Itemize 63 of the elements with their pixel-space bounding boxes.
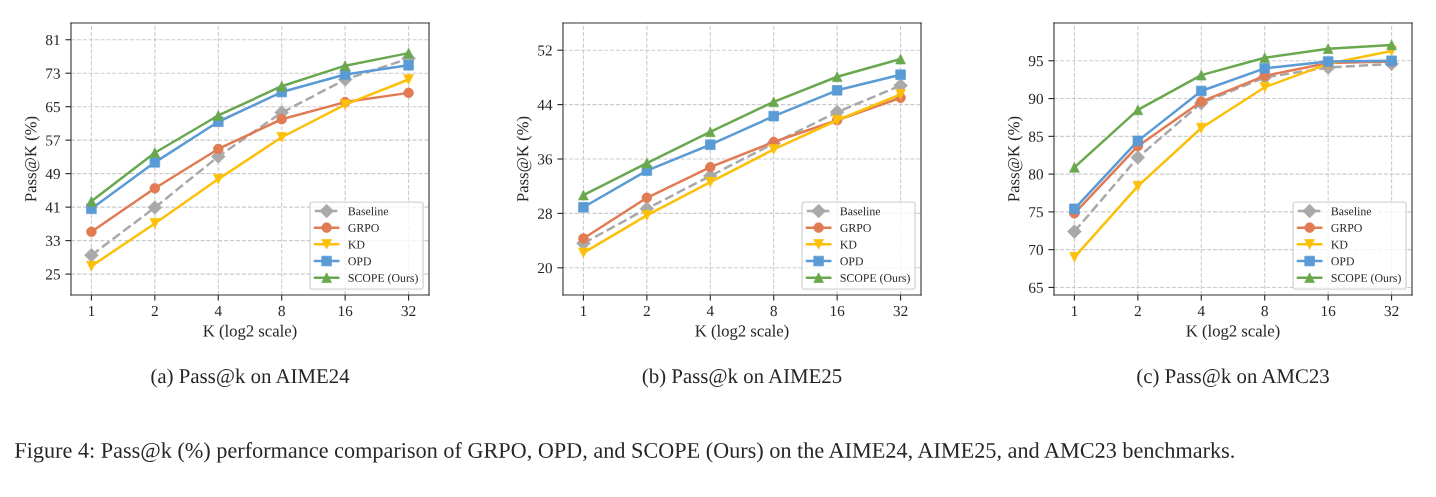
y-axis-title: Pass@K (%)	[516, 116, 532, 202]
y-tick-label: 80	[1028, 169, 1043, 180]
x-tick-label: 4	[214, 305, 222, 317]
x-tick-label: 1	[88, 305, 95, 317]
legend-label: OPD	[840, 257, 864, 266]
legend-label: KD	[840, 240, 857, 249]
caption: Figure 4: Pass@k (%) performance comparison of GRPO, OPD, and SCOPE (Ours) on the AIME24, AIME25, and AMC23 benchmarks.	[15, 442, 1234, 463]
y-tick-label: 41	[45, 202, 60, 213]
x-tick-label: 8	[770, 305, 777, 317]
legend-label: GRPO	[348, 224, 379, 232]
text: (c) Pass@k on AMC23	[1137, 368, 1329, 388]
y-tick-label: 25	[45, 269, 60, 280]
y-tick-label: 90	[1028, 93, 1043, 105]
y-tick-label: 65	[45, 101, 60, 113]
y-tick-label: 28	[537, 208, 552, 219]
y-tick-label: 81	[45, 34, 60, 46]
x-tick-label: 32	[401, 305, 416, 317]
legend-label: KD	[1331, 240, 1348, 249]
y-tick-label: 44	[537, 99, 553, 110]
legend-label: SCOPE (Ours)	[1331, 273, 1401, 285]
legend-label: SCOPE (Ours)	[840, 273, 910, 285]
x-tick-label: 8	[1261, 305, 1268, 317]
x-tick-label: 4	[1197, 305, 1205, 317]
y-tick-label: 75	[1029, 207, 1043, 218]
legend-label: Baseline	[1331, 206, 1372, 216]
y-tick-label: 65	[1028, 282, 1043, 293]
y-tick-label: 49	[45, 168, 60, 180]
y-tick-label: 52	[538, 45, 552, 56]
legend-label: SCOPE (Ours)	[348, 273, 418, 285]
y-tick-label: 20	[537, 262, 552, 274]
x-tick-label: 16	[830, 305, 845, 317]
x-tick-label: 2	[643, 305, 650, 317]
y-tick-label: 95	[1028, 55, 1043, 67]
legend-label: Baseline	[840, 206, 881, 216]
y-tick-label: 57	[46, 135, 61, 146]
legend-label: OPD	[348, 257, 372, 266]
x-tick-label: 1	[1071, 305, 1078, 317]
x-axis-title: K (log2 scale)	[203, 324, 297, 340]
x-tick-label: 4	[706, 305, 714, 317]
x-tick-label: 2	[1134, 305, 1141, 317]
legend-label: OPD	[1331, 257, 1355, 266]
x-axis-title: K (log2 scale)	[1186, 324, 1280, 340]
y-tick-label: 36	[538, 154, 553, 165]
y-tick-label: 33	[46, 235, 60, 247]
x-tick-label: 2	[151, 305, 158, 317]
x-tick-label: 8	[278, 305, 285, 317]
x-tick-label: 1	[580, 305, 587, 317]
legend-label: GRPO	[840, 224, 871, 232]
x-tick-label: 16	[338, 305, 353, 317]
y-axis-title: Pass@K (%)	[1007, 116, 1023, 202]
text: (a) Pass@k on AIME24	[151, 368, 350, 388]
y-axis-title: Pass@K (%)	[24, 116, 40, 202]
x-tick-label: 32	[1384, 305, 1399, 317]
y-tick-label: 73	[46, 68, 60, 79]
x-tick-label: 16	[1321, 305, 1336, 317]
x-axis-title: K (log2 scale)	[695, 324, 789, 340]
y-tick-label: 85	[1028, 131, 1043, 142]
legend-label: Baseline	[348, 206, 389, 216]
legend-label: GRPO	[1331, 224, 1362, 232]
text: (b) Pass@k on AIME25	[642, 368, 842, 388]
x-tick-label: 32	[893, 305, 908, 317]
legend-label: KD	[348, 240, 365, 249]
y-tick-label: 70	[1029, 244, 1043, 256]
